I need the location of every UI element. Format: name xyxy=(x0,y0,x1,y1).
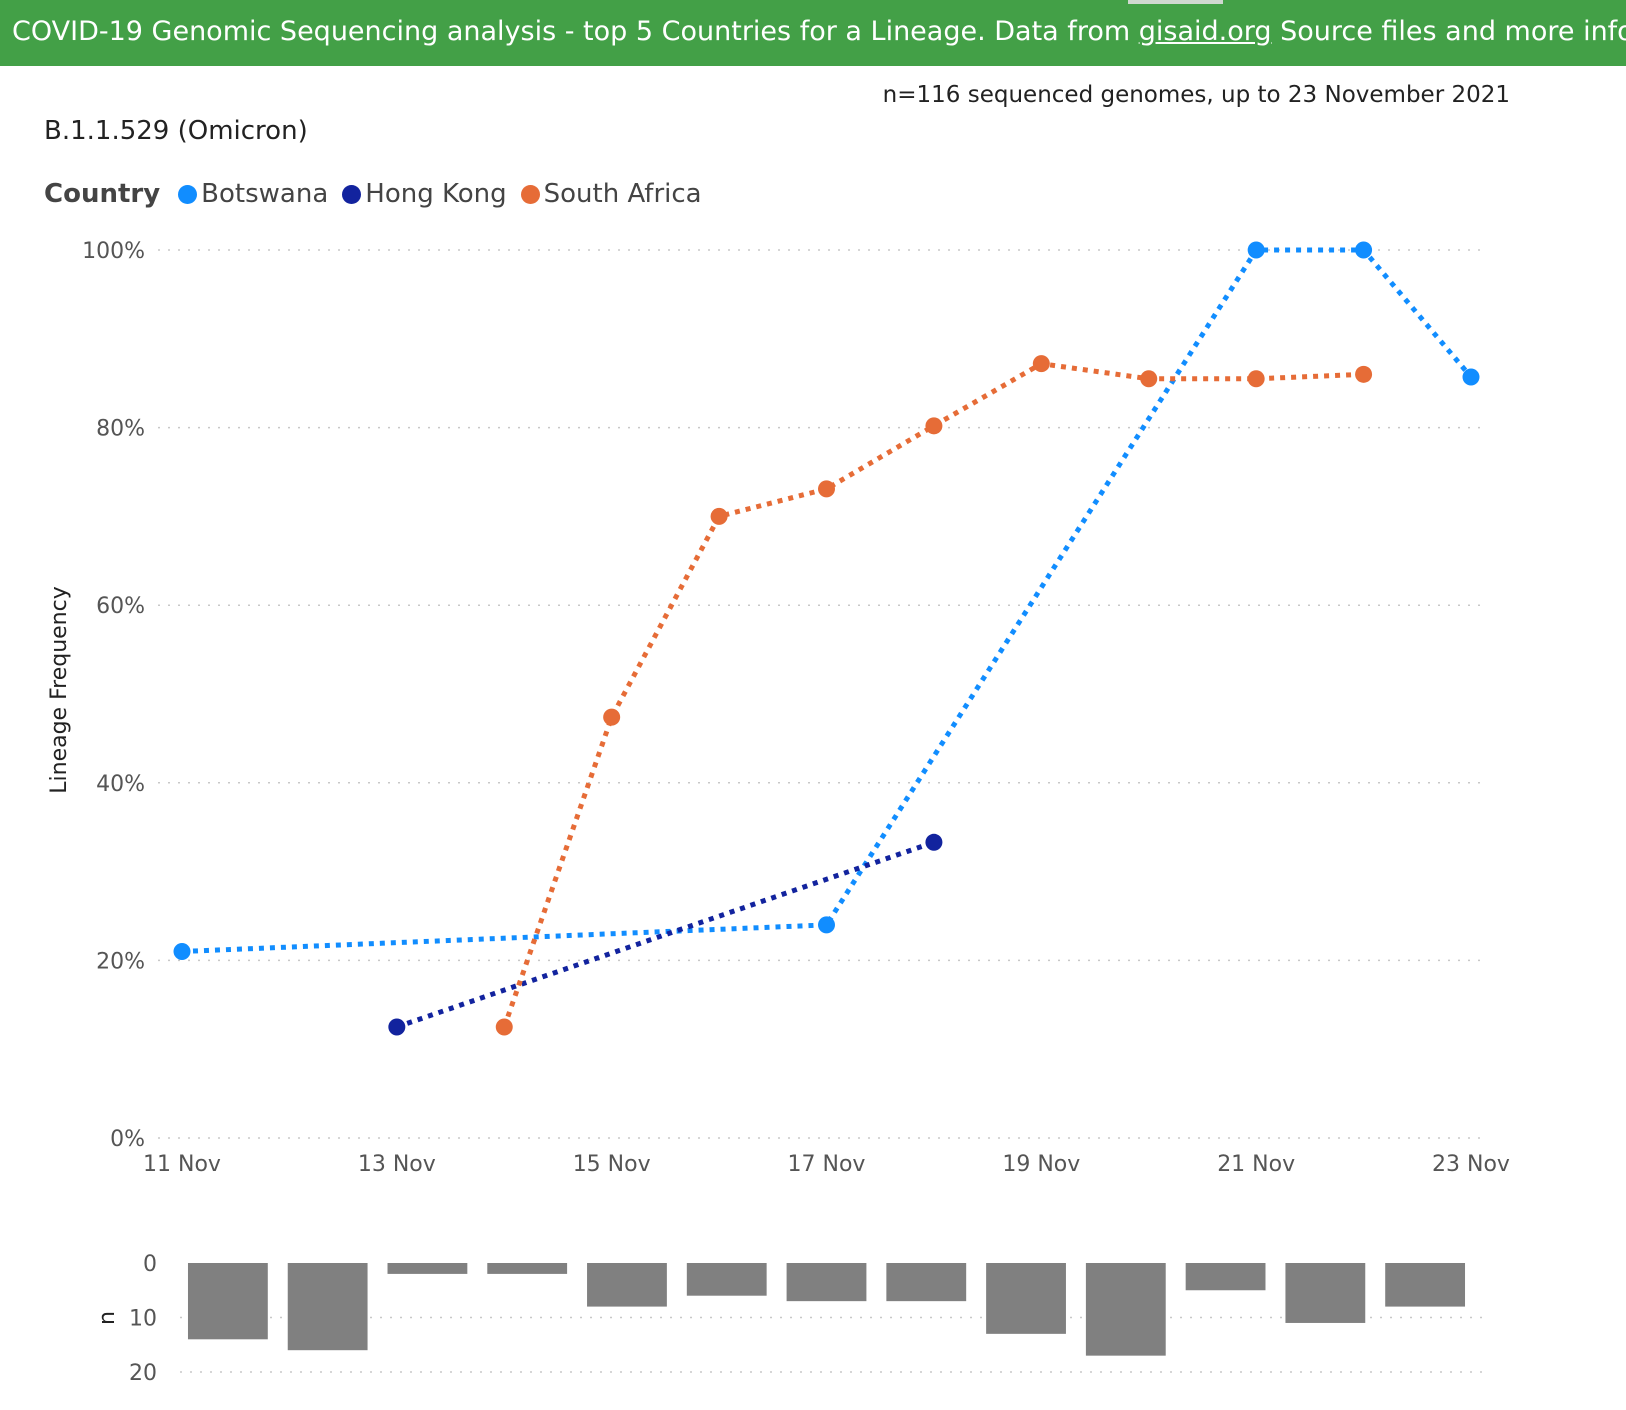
data-point-botswana[interactable] xyxy=(1355,242,1372,259)
count-bar[interactable] xyxy=(388,1263,468,1274)
y-tick-label: 60% xyxy=(96,594,145,619)
data-point-botswana[interactable] xyxy=(818,916,835,933)
data-point-south-africa[interactable] xyxy=(1248,370,1265,387)
data-point-botswana[interactable] xyxy=(174,943,191,960)
x-tick-label: 23 Nov xyxy=(1432,1152,1510,1177)
x-tick-label: 17 Nov xyxy=(788,1152,866,1177)
count-bar[interactable] xyxy=(1186,1263,1266,1290)
bar-y-tick-label: 0 xyxy=(143,1252,157,1277)
bar-y-tick-label: 10 xyxy=(129,1307,157,1332)
series-line-botswana xyxy=(182,250,1471,952)
x-tick-label: 11 Nov xyxy=(143,1152,221,1177)
count-bar[interactable] xyxy=(1385,1263,1465,1307)
y-tick-label: 20% xyxy=(96,949,145,974)
axis-labels: 0% 20% 40% 60% 80% 100% 11 Nov 13 Nov 15 Nov 17 N… xyxy=(47,239,1510,1386)
data-point-south-africa[interactable] xyxy=(1355,366,1372,383)
x-tick-label: 13 Nov xyxy=(358,1152,436,1177)
count-bars xyxy=(188,1263,1465,1356)
y-tick-label: 80% xyxy=(96,417,145,442)
count-bar[interactable] xyxy=(986,1263,1066,1334)
y-tick-label: 100% xyxy=(82,239,145,264)
data-point-hong-kong[interactable] xyxy=(388,1019,405,1036)
x-tick-label: 15 Nov xyxy=(573,1152,651,1177)
data-point-hong-kong[interactable] xyxy=(925,834,942,851)
count-bar[interactable] xyxy=(587,1263,667,1307)
data-point-south-africa[interactable] xyxy=(603,709,620,726)
data-point-botswana[interactable] xyxy=(1463,368,1480,385)
y-tick-label: 40% xyxy=(96,772,145,797)
y-tick-label: 0% xyxy=(110,1127,145,1152)
count-bar[interactable] xyxy=(886,1263,966,1301)
count-bar[interactable] xyxy=(687,1263,767,1296)
gridlines xyxy=(158,250,1484,1372)
data-point-south-africa[interactable] xyxy=(1033,355,1050,372)
series-line-south-africa xyxy=(504,364,1363,1027)
x-tick-label: 19 Nov xyxy=(1002,1152,1080,1177)
count-bar[interactable] xyxy=(1285,1263,1365,1323)
series-lines xyxy=(182,250,1471,1027)
bar-y-tick-label: 20 xyxy=(129,1361,157,1386)
count-bar[interactable] xyxy=(188,1263,268,1339)
count-bar[interactable] xyxy=(787,1263,867,1301)
data-point-south-africa[interactable] xyxy=(1140,370,1157,387)
data-point-botswana[interactable] xyxy=(1248,242,1265,259)
bar-y-axis-title: n xyxy=(95,1311,120,1325)
series-points xyxy=(174,242,1480,1036)
count-bar[interactable] xyxy=(1086,1263,1166,1356)
x-tick-label: 21 Nov xyxy=(1217,1152,1295,1177)
series-line-hong-kong xyxy=(397,842,934,1027)
y-axis-title: Lineage Frequency xyxy=(47,586,72,793)
data-point-south-africa[interactable] xyxy=(496,1019,513,1036)
data-point-south-africa[interactable] xyxy=(925,417,942,434)
count-bar[interactable] xyxy=(288,1263,368,1350)
count-bar[interactable] xyxy=(487,1263,567,1274)
data-point-south-africa[interactable] xyxy=(711,508,728,525)
data-point-south-africa[interactable] xyxy=(818,480,835,497)
